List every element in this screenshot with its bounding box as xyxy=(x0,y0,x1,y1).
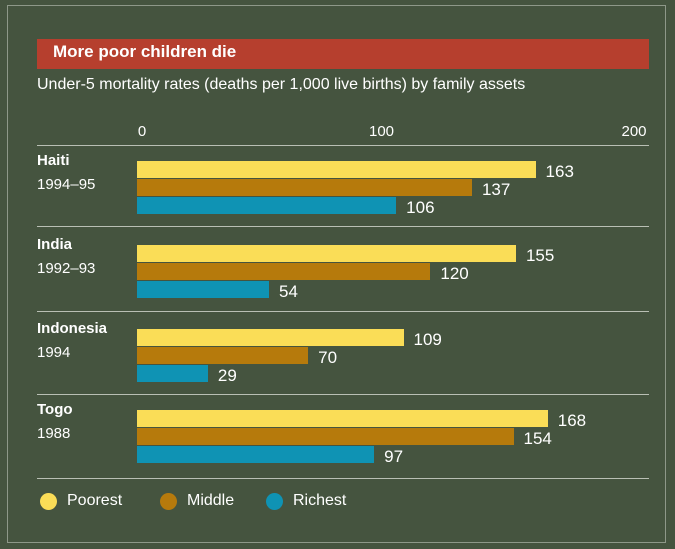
data-label: 106 xyxy=(406,198,435,217)
legend-swatch xyxy=(40,492,57,510)
category-year-label: 1992–93 xyxy=(37,260,96,277)
separator-line xyxy=(37,394,649,395)
data-label: 163 xyxy=(545,162,574,181)
category-label: Haiti xyxy=(37,152,70,169)
legend-item-poorest: Poorest xyxy=(40,491,122,511)
data-label: 168 xyxy=(557,411,587,430)
data-label: 155 xyxy=(525,246,555,265)
category-label: Indonesia xyxy=(37,320,108,337)
title-bar xyxy=(37,39,649,69)
legend-label: Middle xyxy=(187,492,235,509)
bar-middle xyxy=(137,263,431,280)
data-label: 154 xyxy=(523,429,552,448)
legend-item-richest: Richest xyxy=(266,491,346,511)
legend-label: Poorest xyxy=(67,492,123,509)
category-year-label: 1994–95 xyxy=(37,176,96,193)
bar-middle xyxy=(137,428,514,445)
bar-poorest xyxy=(137,410,548,427)
separator-line xyxy=(37,226,649,227)
legend-item-middle: Middle xyxy=(160,491,234,511)
data-label: 120 xyxy=(440,264,469,283)
bar-richest xyxy=(137,281,270,298)
chart-subtitle: Under-5 mortality rates (deaths per 1,00… xyxy=(37,76,526,93)
category-label: India xyxy=(37,236,73,253)
category-year-label: 1988 xyxy=(37,425,71,442)
separator-line xyxy=(37,311,649,312)
bar-middle xyxy=(137,347,309,364)
data-label: 54 xyxy=(279,282,298,301)
x-tick-label: 0 xyxy=(137,123,147,140)
legend-swatch xyxy=(266,492,283,510)
bar-richest xyxy=(137,365,208,382)
separator-line xyxy=(37,145,649,146)
chart-title: More poor children die xyxy=(53,42,237,61)
bar-poorest xyxy=(137,245,516,262)
bar-richest xyxy=(137,446,375,463)
category-year-label: 1994 xyxy=(37,344,71,361)
bar-middle xyxy=(137,179,472,196)
bar-richest xyxy=(137,197,397,214)
bar-poorest xyxy=(137,329,404,346)
legend-swatch xyxy=(160,492,177,510)
data-label: 29 xyxy=(217,366,237,385)
separator-line xyxy=(37,478,649,479)
x-tick-label: 200 xyxy=(621,123,647,140)
legend-label: Richest xyxy=(293,492,347,509)
bar-poorest xyxy=(137,161,536,178)
data-label: 97 xyxy=(384,447,404,466)
data-label: 137 xyxy=(481,180,511,199)
data-label: 70 xyxy=(318,348,338,367)
chart-frame xyxy=(7,5,666,543)
category-label: Togo xyxy=(37,401,73,418)
data-label: 109 xyxy=(413,330,442,349)
x-tick-label: 100 xyxy=(368,123,395,140)
